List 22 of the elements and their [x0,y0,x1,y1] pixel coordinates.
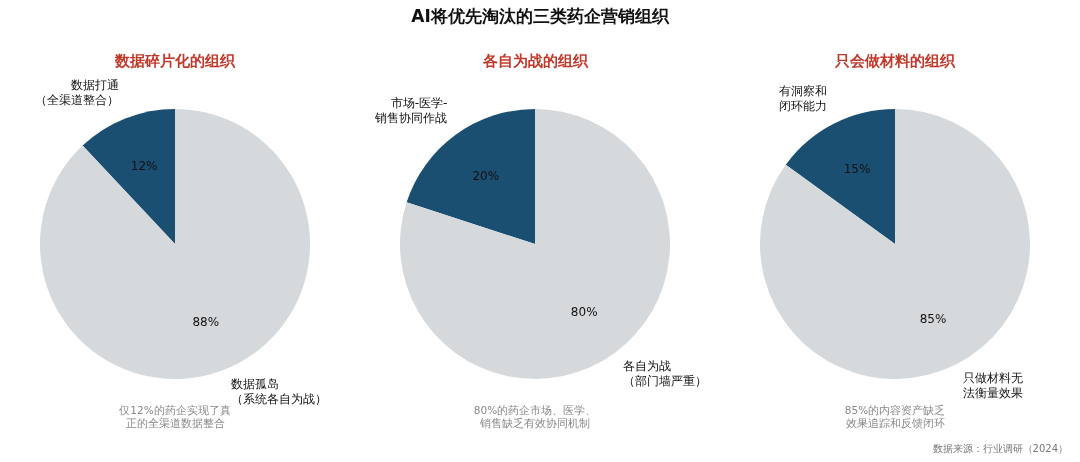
source-note: 数据来源：行业调研（2024） [932,443,1068,454]
chart-title: 数据碎片化的组织 [114,52,236,70]
chart-title: 只会做材料的组织 [834,52,956,70]
data-label: 15% [843,162,871,177]
slice-label: 有洞察和闭环能力 [778,84,827,114]
data-label: 80% [570,304,598,319]
text: AI将优先淘汰的三类药企营销组织 [411,6,670,26]
data-label: 20% [472,169,500,184]
text: 85%的内容资产缺乏效果追踪和反馈闭环 [844,404,946,429]
data-label: 88% [192,314,220,329]
slice-label: 市场-医学-销售协同作战 [374,96,448,126]
text: 仅12%的药企实现了真正的全渠道数据整合 [119,404,231,429]
data-label: 85% [919,311,947,326]
text: 80%的药企市场、医学、销售缺乏有效协同机制 [473,404,597,429]
slice-label: 数据打通（全渠道整合） [35,78,120,108]
pie-slice [82,109,175,244]
data-label: 12% [130,159,158,174]
slice-label: 只做材料无法衡量效果 [963,370,1024,400]
slice-label: 各自为战（部门墙严重） [622,358,707,388]
slice-label: 数据孤岛（系统各自为战） [230,376,327,406]
pie-slice [40,109,310,379]
chart-title: 各自为战的组织 [481,52,589,70]
